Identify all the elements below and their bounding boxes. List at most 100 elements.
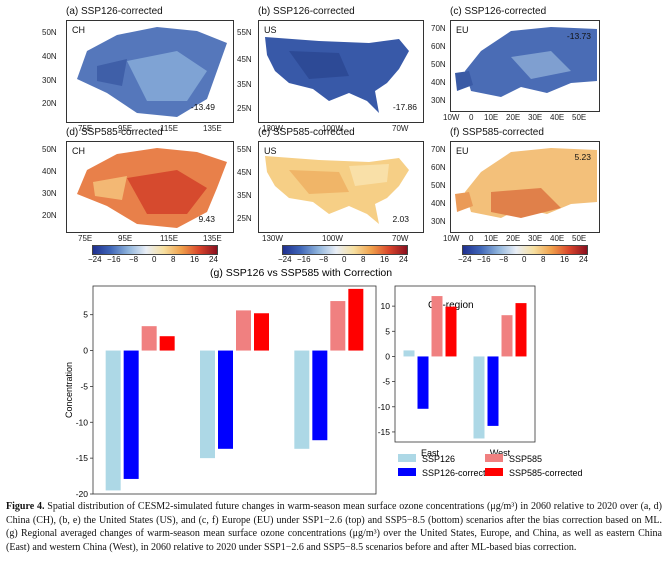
legend-label: SSP585-corrected [509,468,583,478]
lat-tick: 30N [42,76,57,85]
region-label: CH [72,146,85,156]
lat-tick: 60N [431,42,446,51]
y-tick-label: 0 [83,346,88,356]
lat-tick: 35N [237,80,252,89]
lon-tick: 135E [203,124,222,133]
region-label: CH [72,25,85,35]
region-label: EU [456,25,469,35]
panel-title: (a) SSP126-corrected [66,6,163,17]
region-label: US [264,146,277,156]
map-shading [259,142,423,232]
colorbar-gradient [462,245,588,255]
bar-ssp126_corrected-east [417,356,429,409]
chart-title: (g) SSP126 vs SSP585 with Correction [210,267,392,279]
lat-tick: 50N [431,60,446,69]
lon-tick: 100W [322,124,343,133]
colorbar-tick: 24 [579,255,588,264]
colorbar-tick: 0 [152,255,157,264]
bar-ssp585-eu [236,310,251,351]
y-tick-label: 5 [83,310,88,320]
lon-tick: 75E [78,234,93,243]
legend-swatch [485,454,503,462]
lat-tick: 25N [237,214,252,223]
panel-title: (e) SSP585-corrected [258,127,355,138]
panel-title: (d) SSP585-corrected [66,127,163,138]
legend-label: SSP126 [422,454,455,464]
lat-tick: 35N [237,191,252,200]
bar-ssp585-east [431,296,443,357]
lon-tick: 50E [572,113,587,122]
map-shading [67,21,233,122]
lon-tick: 40E [550,234,565,243]
y-tick-label: 5 [385,326,390,336]
plot-frame [92,285,377,495]
colorbar-tick: −24 [88,255,102,264]
y-tick-label: -5 [80,381,88,391]
bar-ssp585-us [141,326,157,351]
colorbar-tick: 8 [541,255,546,264]
lat-tick: 30N [42,189,57,198]
lat-tick: 40N [431,199,446,208]
lon-tick: 70W [392,234,409,243]
mean-change-value: -13.73 [566,31,591,41]
bar-ssp585_corrected-ch [348,288,364,351]
mean-change-value: 2.03 [392,214,409,224]
legend-swatch [398,468,416,476]
x-tick-label: West [490,448,511,458]
colorbar-gradient [282,245,408,255]
lon-tick: 0 [469,234,474,243]
colorbar-tick: −16 [107,255,121,264]
caption-text: Spatial distribution of CESM2-simulated … [6,501,662,553]
legend-label: SSP126-corrected [422,468,496,478]
y-tick-label: -15 [378,427,391,437]
map-eu-ssp585: EU 5.23 [450,141,600,233]
y-tick-label: -10 [76,417,89,427]
lon-tick: 100W [322,234,343,243]
bar-ssp126_corrected-eu [218,350,233,449]
bar-ssp585-ch [330,301,346,351]
colorbar-tick: 24 [209,255,218,264]
lon-tick: 10E [484,113,499,122]
lat-tick: 60N [431,163,446,172]
mean-change-value: 5.23 [574,152,591,162]
lon-tick: 40E [550,113,565,122]
lon-tick: 95E [118,234,133,243]
panel-title: (b) SSP126-corrected [258,6,355,17]
map-shading [259,21,423,122]
bar-ssp126_corrected-ch [312,350,328,441]
lat-tick: 30N [431,96,446,105]
map-china-ssp126: CH -13.49 [66,20,234,123]
bar-ssp585_corrected-eu [254,313,269,351]
lon-tick: 130W [262,124,283,133]
panel-title: (c) SSP126-corrected [450,6,547,17]
lat-tick: 45N [237,55,252,64]
bar-series [105,288,364,491]
colorbar-tick: −8 [129,255,139,264]
lon-tick: 10W [443,234,460,243]
colorbar-tick: −16 [477,255,491,264]
bar-ssp126-eu [200,350,215,459]
lat-tick: 25N [237,104,252,113]
caption-label: Figure 4. [6,501,45,512]
colorbar-tick: 0 [522,255,527,264]
bar-series-ch [403,296,527,439]
y-tick-label: 10 [381,301,391,311]
mean-change-value: 9.43 [198,214,215,224]
y-axis-label: Concentration [64,362,74,418]
bar-ssp126-us [105,350,121,491]
colorbar-tick: −24 [458,255,472,264]
lat-tick: 50N [42,28,57,37]
lat-tick: 40N [431,78,446,87]
y-tick-label: 0 [385,351,390,361]
lat-tick: 40N [42,52,57,61]
colorbar-tick: 0 [342,255,347,264]
bar-ssp126-ch [294,350,310,449]
y-axis: -20 -15 -10 -5 0 5 [76,310,93,499]
bar-ssp585-west [501,315,513,357]
map-shading [67,142,233,232]
lon-tick: 20E [506,234,521,243]
plot-frame-ch [394,285,536,443]
lat-tick: 50N [431,181,446,190]
colorbar-tick: −8 [499,255,509,264]
lon-tick: 30E [528,234,543,243]
